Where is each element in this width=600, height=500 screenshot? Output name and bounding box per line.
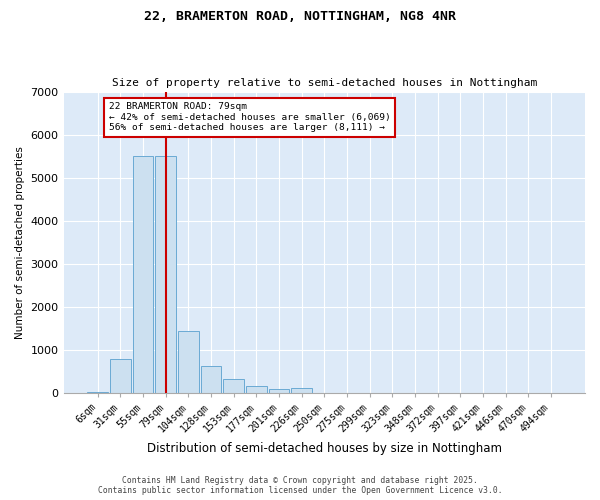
- Bar: [200, 366, 221, 392]
- Bar: [246, 386, 267, 392]
- Bar: [223, 380, 244, 392]
- Bar: [110, 359, 131, 392]
- Bar: [291, 388, 312, 392]
- Text: 22, BRAMERTON ROAD, NOTTINGHAM, NG8 4NR: 22, BRAMERTON ROAD, NOTTINGHAM, NG8 4NR: [144, 10, 456, 23]
- Bar: [155, 156, 176, 392]
- Bar: [269, 388, 289, 392]
- Bar: [178, 331, 199, 392]
- Text: Contains HM Land Registry data © Crown copyright and database right 2025.
Contai: Contains HM Land Registry data © Crown c…: [98, 476, 502, 495]
- Y-axis label: Number of semi-detached properties: Number of semi-detached properties: [15, 146, 25, 338]
- Title: Size of property relative to semi-detached houses in Nottingham: Size of property relative to semi-detach…: [112, 78, 537, 88]
- Bar: [133, 156, 154, 392]
- Text: 22 BRAMERTON ROAD: 79sqm
← 42% of semi-detached houses are smaller (6,069)
56% o: 22 BRAMERTON ROAD: 79sqm ← 42% of semi-d…: [109, 102, 391, 132]
- X-axis label: Distribution of semi-detached houses by size in Nottingham: Distribution of semi-detached houses by …: [147, 442, 502, 455]
